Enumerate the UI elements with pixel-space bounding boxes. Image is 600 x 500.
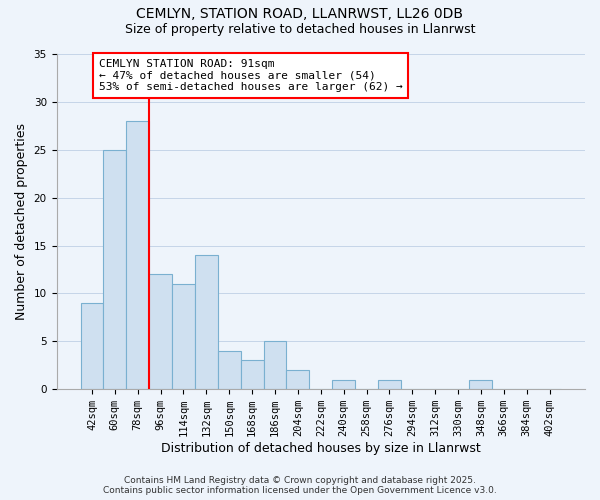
- X-axis label: Distribution of detached houses by size in Llanrwst: Distribution of detached houses by size …: [161, 442, 481, 455]
- Bar: [127, 121, 149, 389]
- Y-axis label: Number of detached properties: Number of detached properties: [15, 123, 28, 320]
- Bar: [149, 274, 172, 389]
- Bar: [469, 380, 493, 389]
- Bar: [172, 284, 195, 389]
- Bar: [332, 380, 355, 389]
- Bar: [286, 370, 310, 389]
- Bar: [195, 255, 218, 389]
- Bar: [103, 150, 127, 389]
- Text: Size of property relative to detached houses in Llanrwst: Size of property relative to detached ho…: [125, 22, 475, 36]
- Bar: [80, 303, 103, 389]
- Text: Contains HM Land Registry data © Crown copyright and database right 2025.
Contai: Contains HM Land Registry data © Crown c…: [103, 476, 497, 495]
- Bar: [218, 351, 241, 389]
- Text: CEMLYN, STATION ROAD, LLANRWST, LL26 0DB: CEMLYN, STATION ROAD, LLANRWST, LL26 0DB: [137, 8, 464, 22]
- Text: CEMLYN STATION ROAD: 91sqm
← 47% of detached houses are smaller (54)
53% of semi: CEMLYN STATION ROAD: 91sqm ← 47% of deta…: [99, 59, 403, 92]
- Bar: [241, 360, 263, 389]
- Bar: [378, 380, 401, 389]
- Bar: [263, 342, 286, 389]
